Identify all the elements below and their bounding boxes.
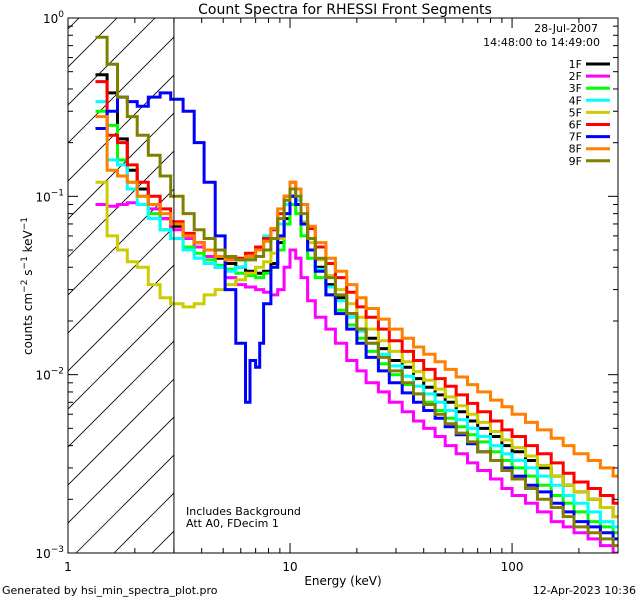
plot-frame bbox=[67, 17, 619, 554]
y-tick-label: 100 bbox=[43, 10, 64, 26]
legend-label-4F: 4F bbox=[569, 94, 582, 107]
series-line-9F bbox=[95, 35, 618, 548]
y-tick-label: 10−2 bbox=[35, 367, 64, 383]
note-background: Includes Background bbox=[186, 505, 301, 518]
chart-title: Count Spectra for RHESSI Front Segments bbox=[198, 2, 492, 18]
legend-label-3F: 3F bbox=[569, 82, 582, 95]
hatched-region bbox=[68, 18, 174, 553]
series-line-4F bbox=[95, 100, 618, 529]
footer-generated: Generated by hsi_min_spectra_plot.pro bbox=[2, 584, 218, 597]
date-label: 28-Jul-2007 bbox=[534, 22, 598, 35]
y-tick-label: 10−3 bbox=[35, 545, 64, 561]
x-tick-label: 100 bbox=[501, 560, 524, 574]
series-line-5F bbox=[95, 180, 618, 519]
time-range-label: 14:48:00 to 14:49:00 bbox=[483, 36, 600, 49]
footer-timestamp: 12-Apr-2023 10:36 bbox=[533, 584, 636, 597]
series-line-2F bbox=[95, 201, 618, 553]
legend-label-1F: 1F bbox=[569, 58, 582, 71]
legend-label-7F: 7F bbox=[569, 131, 582, 144]
x-axis-label: Energy (keV) bbox=[304, 574, 381, 588]
y-axis-label: counts cm−2 s−1 keV−1 bbox=[20, 217, 35, 355]
legend-label-5F: 5F bbox=[569, 106, 582, 119]
legend-label-6F: 6F bbox=[569, 119, 582, 132]
series-line-8F bbox=[95, 115, 618, 478]
legend-label-8F: 8F bbox=[569, 143, 582, 156]
x-tick-label: 1 bbox=[64, 560, 72, 574]
legend-label-2F: 2F bbox=[569, 70, 582, 83]
legend-label-9F: 9F bbox=[569, 155, 582, 168]
y-tick-label: 10−1 bbox=[35, 188, 64, 204]
x-tick-label: 10 bbox=[282, 560, 297, 574]
note-attenuator: Att A0, FDecim 1 bbox=[186, 517, 279, 530]
